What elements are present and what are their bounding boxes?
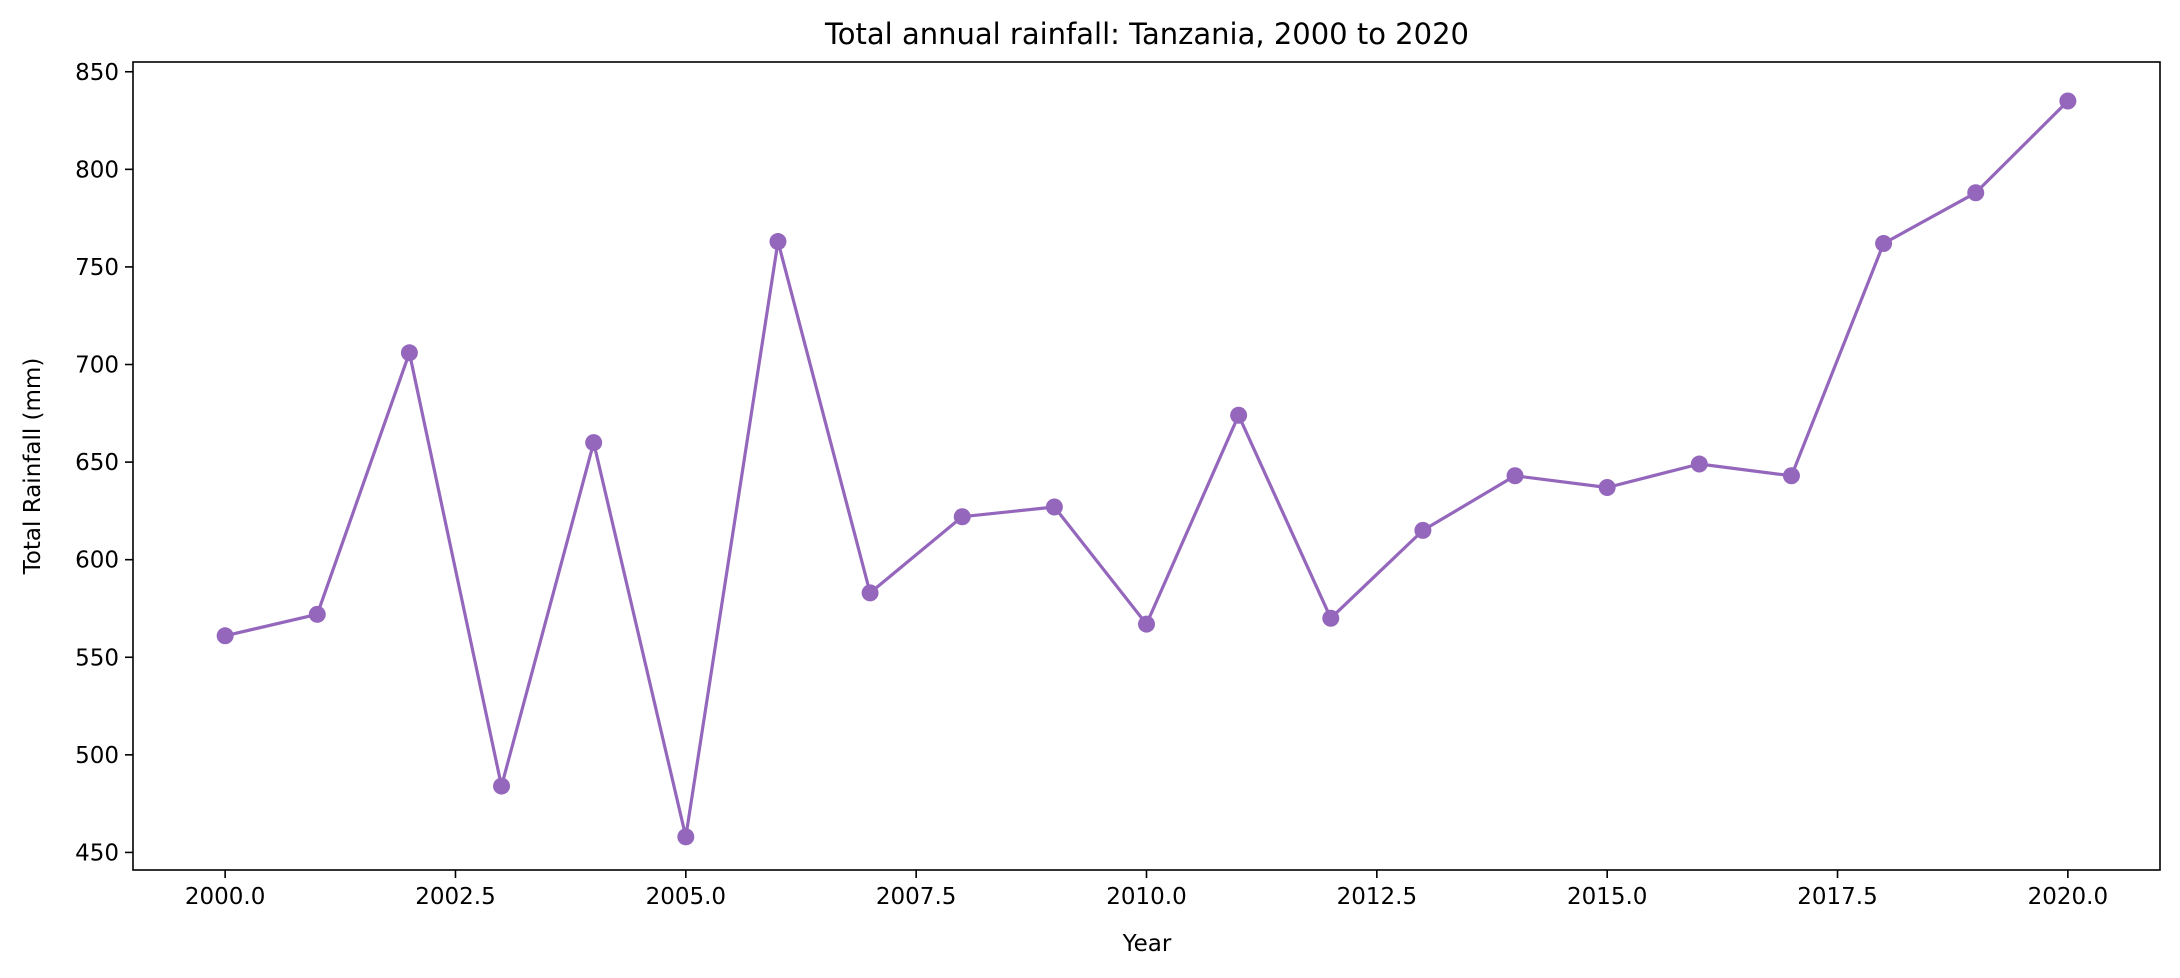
- plot-frame: [132, 61, 2161, 871]
- y-tick-label: 700: [75, 353, 119, 379]
- y-tick-label: 850: [75, 60, 119, 86]
- data-point-2005: [677, 828, 695, 846]
- data-point-2008: [953, 508, 971, 526]
- data-point-2004: [585, 434, 603, 452]
- data-point-2019: [1967, 184, 1985, 202]
- chart-title: Total annual rainfall: Tanzania, 2000 to…: [824, 17, 1469, 51]
- x-axis-label: Year: [1122, 931, 1172, 957]
- data-point-2014: [1506, 467, 1524, 485]
- x-axis: 2000.0 2002.5 2005.0 2007.5 2010.0 2012.5 2015…: [185, 870, 2108, 910]
- plot-area: [216, 92, 2077, 846]
- x-tick-label: 2010.0: [1106, 884, 1186, 910]
- y-axis: 450 500 550 600 650 700 750 800 850: [75, 60, 133, 866]
- data-point-2013: [1414, 521, 1432, 539]
- x-tick-label: 2002.5: [415, 884, 495, 910]
- y-tick-label: 450: [75, 840, 119, 866]
- data-point-2003: [493, 777, 511, 795]
- data-point-2011: [1230, 406, 1248, 424]
- x-tick-label: 2017.5: [1797, 884, 1877, 910]
- data-point-2000: [216, 627, 234, 645]
- y-tick-label: 500: [75, 743, 119, 769]
- y-tick-label: 800: [75, 157, 119, 183]
- data-point-2007: [861, 584, 879, 602]
- x-tick-label: 2005.0: [646, 884, 726, 910]
- data-point-2017: [1782, 467, 1800, 485]
- data-point-2002: [400, 344, 418, 362]
- data-point-2006: [769, 233, 787, 251]
- data-point-2009: [1045, 498, 1063, 516]
- x-tick-label: 2020.0: [2028, 884, 2108, 910]
- data-point-2010: [1138, 615, 1155, 633]
- data-point-2018: [1875, 235, 1893, 253]
- y-tick-label: 550: [75, 645, 119, 671]
- y-axis-label: Total Rainfall (mm): [20, 358, 46, 576]
- x-tick-label: 2000.0: [185, 884, 265, 910]
- data-point-2020: [2059, 92, 2077, 110]
- y-tick-label: 650: [75, 450, 119, 476]
- data-point-2001: [308, 605, 326, 623]
- y-tick-label: 600: [75, 548, 119, 574]
- data-point-2016: [1690, 455, 1708, 473]
- x-tick-label: 2007.5: [876, 884, 956, 910]
- data-point-2012: [1322, 609, 1340, 627]
- data-point-2015: [1598, 478, 1616, 496]
- x-tick-label: 2015.0: [1567, 884, 1647, 910]
- x-tick-label: 2012.5: [1337, 884, 1417, 910]
- y-tick-label: 750: [75, 255, 119, 281]
